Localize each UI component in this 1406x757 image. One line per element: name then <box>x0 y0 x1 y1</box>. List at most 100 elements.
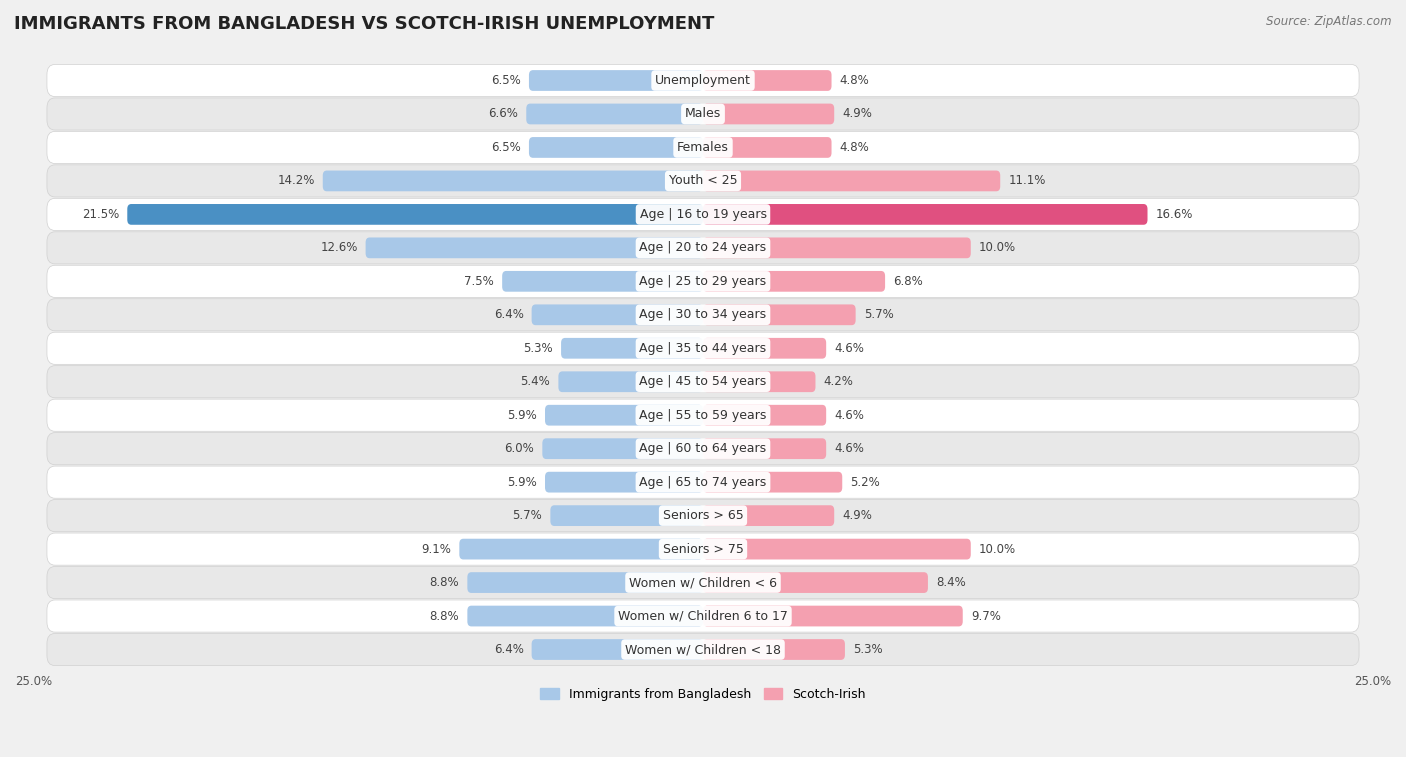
Text: 6.4%: 6.4% <box>494 643 523 656</box>
FancyBboxPatch shape <box>546 472 703 493</box>
FancyBboxPatch shape <box>46 566 1360 599</box>
Text: 4.2%: 4.2% <box>824 375 853 388</box>
FancyBboxPatch shape <box>703 505 834 526</box>
FancyBboxPatch shape <box>703 271 886 291</box>
FancyBboxPatch shape <box>703 204 1147 225</box>
Text: Age | 30 to 34 years: Age | 30 to 34 years <box>640 308 766 321</box>
Text: Source: ZipAtlas.com: Source: ZipAtlas.com <box>1267 15 1392 28</box>
FancyBboxPatch shape <box>46 198 1360 230</box>
Text: 6.0%: 6.0% <box>505 442 534 455</box>
FancyBboxPatch shape <box>529 70 703 91</box>
Text: 4.9%: 4.9% <box>842 509 872 522</box>
FancyBboxPatch shape <box>46 265 1360 298</box>
Text: 6.5%: 6.5% <box>491 141 520 154</box>
Text: 5.7%: 5.7% <box>863 308 893 321</box>
FancyBboxPatch shape <box>703 104 834 124</box>
FancyBboxPatch shape <box>703 338 827 359</box>
Text: 5.9%: 5.9% <box>508 409 537 422</box>
Text: 8.4%: 8.4% <box>936 576 966 589</box>
FancyBboxPatch shape <box>366 238 703 258</box>
Text: 5.3%: 5.3% <box>523 341 553 355</box>
Text: IMMIGRANTS FROM BANGLADESH VS SCOTCH-IRISH UNEMPLOYMENT: IMMIGRANTS FROM BANGLADESH VS SCOTCH-IRI… <box>14 15 714 33</box>
FancyBboxPatch shape <box>543 438 703 459</box>
FancyBboxPatch shape <box>561 338 703 359</box>
Text: 5.2%: 5.2% <box>851 475 880 489</box>
FancyBboxPatch shape <box>703 639 845 660</box>
Text: Age | 20 to 24 years: Age | 20 to 24 years <box>640 241 766 254</box>
Text: Youth < 25: Youth < 25 <box>669 174 737 188</box>
FancyBboxPatch shape <box>46 132 1360 164</box>
Text: 4.9%: 4.9% <box>842 107 872 120</box>
FancyBboxPatch shape <box>46 64 1360 97</box>
Text: 12.6%: 12.6% <box>321 241 357 254</box>
Text: Seniors > 75: Seniors > 75 <box>662 543 744 556</box>
Text: 4.6%: 4.6% <box>834 409 865 422</box>
FancyBboxPatch shape <box>531 304 703 326</box>
Text: Unemployment: Unemployment <box>655 74 751 87</box>
FancyBboxPatch shape <box>46 98 1360 130</box>
Text: 4.8%: 4.8% <box>839 74 869 87</box>
FancyBboxPatch shape <box>703 238 970 258</box>
Text: Age | 65 to 74 years: Age | 65 to 74 years <box>640 475 766 489</box>
FancyBboxPatch shape <box>703 472 842 493</box>
Text: 11.1%: 11.1% <box>1008 174 1046 188</box>
Text: 5.3%: 5.3% <box>853 643 883 656</box>
Text: Women w/ Children 6 to 17: Women w/ Children 6 to 17 <box>619 609 787 622</box>
FancyBboxPatch shape <box>46 432 1360 465</box>
Text: 5.9%: 5.9% <box>508 475 537 489</box>
FancyBboxPatch shape <box>46 600 1360 632</box>
Text: Seniors > 65: Seniors > 65 <box>662 509 744 522</box>
Text: 5.4%: 5.4% <box>520 375 550 388</box>
Text: Women w/ Children < 18: Women w/ Children < 18 <box>626 643 780 656</box>
FancyBboxPatch shape <box>460 539 703 559</box>
FancyBboxPatch shape <box>546 405 703 425</box>
FancyBboxPatch shape <box>46 332 1360 364</box>
Text: 9.7%: 9.7% <box>970 609 1001 622</box>
Text: 10.0%: 10.0% <box>979 543 1017 556</box>
FancyBboxPatch shape <box>46 500 1360 531</box>
FancyBboxPatch shape <box>531 639 703 660</box>
Text: Age | 35 to 44 years: Age | 35 to 44 years <box>640 341 766 355</box>
FancyBboxPatch shape <box>703 372 815 392</box>
Text: 6.8%: 6.8% <box>893 275 922 288</box>
FancyBboxPatch shape <box>703 405 827 425</box>
Text: 9.1%: 9.1% <box>422 543 451 556</box>
Text: Age | 45 to 54 years: Age | 45 to 54 years <box>640 375 766 388</box>
FancyBboxPatch shape <box>703 170 1000 192</box>
Text: 5.7%: 5.7% <box>513 509 543 522</box>
FancyBboxPatch shape <box>703 304 856 326</box>
Text: Females: Females <box>678 141 728 154</box>
Legend: Immigrants from Bangladesh, Scotch-Irish: Immigrants from Bangladesh, Scotch-Irish <box>536 683 870 706</box>
Text: Age | 55 to 59 years: Age | 55 to 59 years <box>640 409 766 422</box>
Text: 6.6%: 6.6% <box>488 107 519 120</box>
Text: 16.6%: 16.6% <box>1156 208 1192 221</box>
Text: 8.8%: 8.8% <box>430 576 460 589</box>
FancyBboxPatch shape <box>703 70 831 91</box>
FancyBboxPatch shape <box>46 466 1360 498</box>
FancyBboxPatch shape <box>502 271 703 291</box>
FancyBboxPatch shape <box>128 204 703 225</box>
Text: 10.0%: 10.0% <box>979 241 1017 254</box>
Text: 8.8%: 8.8% <box>430 609 460 622</box>
FancyBboxPatch shape <box>46 533 1360 565</box>
Text: 7.5%: 7.5% <box>464 275 494 288</box>
Text: Age | 60 to 64 years: Age | 60 to 64 years <box>640 442 766 455</box>
FancyBboxPatch shape <box>467 572 703 593</box>
FancyBboxPatch shape <box>558 372 703 392</box>
FancyBboxPatch shape <box>703 539 970 559</box>
FancyBboxPatch shape <box>46 299 1360 331</box>
Text: 21.5%: 21.5% <box>82 208 120 221</box>
Text: 6.4%: 6.4% <box>494 308 523 321</box>
Text: 4.6%: 4.6% <box>834 341 865 355</box>
Text: 14.2%: 14.2% <box>277 174 315 188</box>
FancyBboxPatch shape <box>703 606 963 627</box>
FancyBboxPatch shape <box>467 606 703 627</box>
Text: Age | 25 to 29 years: Age | 25 to 29 years <box>640 275 766 288</box>
FancyBboxPatch shape <box>46 399 1360 431</box>
FancyBboxPatch shape <box>323 170 703 192</box>
FancyBboxPatch shape <box>550 505 703 526</box>
FancyBboxPatch shape <box>46 634 1360 665</box>
Text: 4.6%: 4.6% <box>834 442 865 455</box>
Text: 6.5%: 6.5% <box>491 74 520 87</box>
FancyBboxPatch shape <box>703 572 928 593</box>
